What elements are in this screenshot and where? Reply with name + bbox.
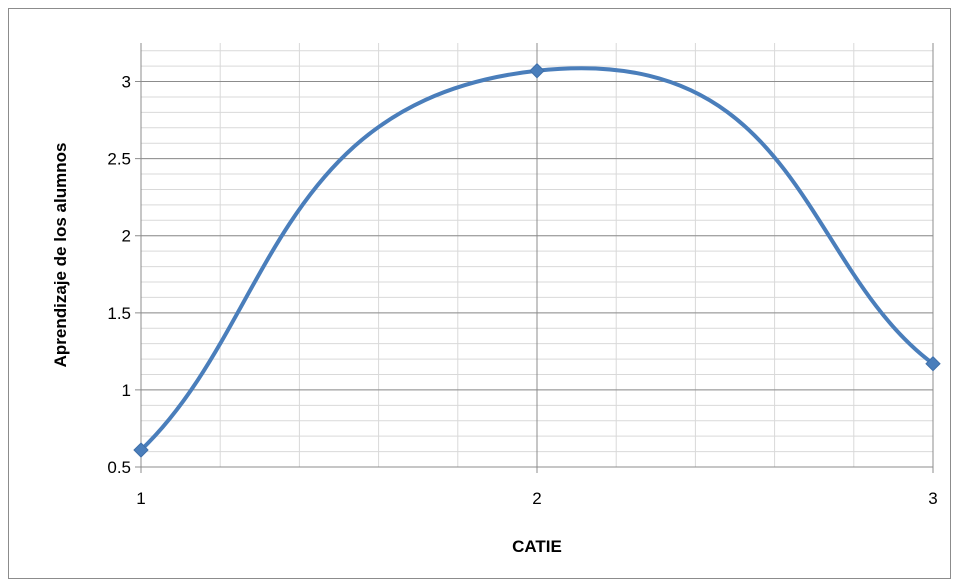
x-tick-label: 1 [136, 489, 145, 508]
series [133, 63, 941, 458]
y-tick-label: 3 [122, 73, 131, 92]
y-tick-label: 2.5 [107, 150, 131, 169]
tick-labels: 0.5 1 1.5 2 2.5 3 1 2 3 [107, 73, 937, 508]
data-point-marker [925, 355, 941, 372]
y-tick-label: 1.5 [107, 304, 131, 323]
data-point-marker [529, 63, 545, 79]
grid [135, 43, 934, 473]
chart-frame [8, 8, 951, 579]
y-tick-label: 0.5 [107, 458, 131, 477]
data-point-marker [133, 442, 149, 458]
y-axis-title: Aprendizaje de los alumnos [51, 143, 70, 368]
axes [140, 43, 933, 468]
y-tick-label: 1 [122, 381, 131, 400]
x-tick-label: 2 [532, 489, 541, 508]
x-axis-title: CATIE [512, 537, 562, 556]
x-tick-label: 3 [928, 489, 937, 508]
y-tick-label: 2 [122, 227, 131, 246]
